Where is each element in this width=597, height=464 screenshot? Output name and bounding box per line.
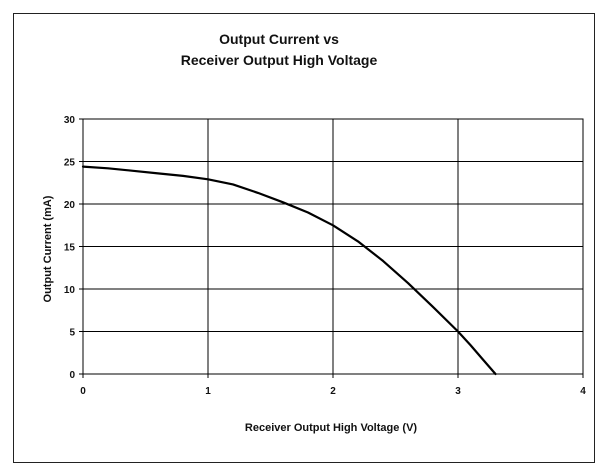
y-tick-label: 30 xyxy=(64,115,76,126)
chart-title: Output Current vs xyxy=(219,31,339,47)
series xyxy=(81,165,497,376)
y-tick-label: 20 xyxy=(64,200,76,211)
x-tick-label: 0 xyxy=(80,386,86,397)
y-tick-label: 0 xyxy=(69,370,75,381)
x-tick-label: 1 xyxy=(205,386,211,397)
x-tick-label: 4 xyxy=(580,386,586,397)
y-tick-label: 15 xyxy=(64,243,76,254)
x-tick-label: 2 xyxy=(330,386,336,397)
chart-subtitle: Receiver Output High Voltage xyxy=(181,52,378,68)
y-tick-label: 5 xyxy=(69,328,75,339)
tick-labels: 0 1 2 3 4 0 5 10 15 20 25 30 xyxy=(64,115,586,397)
grid xyxy=(83,119,583,374)
axes xyxy=(79,118,584,378)
y-axis-label: Output Current (mA) xyxy=(42,195,54,302)
x-tick-label: 3 xyxy=(455,386,461,397)
y-tick-label: 25 xyxy=(64,158,76,169)
series-line xyxy=(81,165,497,376)
x-axis-label: Receiver Output High Voltage (V) xyxy=(245,422,417,434)
chart-frame: Output Current vs Receiver Output High V… xyxy=(13,13,595,463)
y-tick-label: 10 xyxy=(64,285,76,296)
chart: Output Current vs Receiver Output High V… xyxy=(42,31,586,434)
